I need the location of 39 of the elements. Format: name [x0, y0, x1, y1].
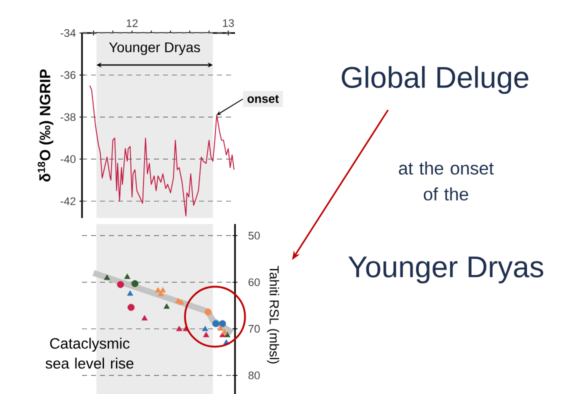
point	[204, 308, 212, 316]
point	[176, 326, 182, 332]
y-tick-label: -36	[60, 71, 76, 79]
y-axis-title: Tahiti RSL (mbsl)	[267, 266, 280, 364]
text: at the onset of the	[398, 161, 494, 201]
y-tick-label: -40	[60, 155, 76, 164]
point	[116, 281, 124, 288]
text: Younger Dryas	[348, 256, 544, 284]
point	[202, 326, 208, 332]
point	[203, 332, 210, 338]
point	[154, 287, 162, 292]
point	[104, 274, 110, 280]
y-tick-label: 60	[248, 278, 260, 286]
point	[219, 320, 226, 328]
annotation: onset	[248, 95, 279, 103]
x-tick-label: 13	[223, 19, 234, 27]
point	[164, 303, 170, 309]
band-label: Younger Dryas	[109, 42, 200, 56]
point	[158, 290, 164, 296]
y-tick-label: 80	[248, 372, 260, 380]
point	[221, 329, 228, 334]
point	[212, 320, 220, 328]
point	[141, 315, 148, 320]
point	[131, 280, 138, 288]
y-tick-label: -34	[60, 29, 76, 37]
x-tick-label: 12	[126, 19, 138, 27]
point	[127, 290, 134, 296]
point	[124, 274, 130, 279]
line-series	[89, 85, 234, 216]
text: δ$^{18}$O (‰) NGRIP	[38, 69, 54, 182]
y-tick-label: 50	[248, 232, 260, 240]
text: Global Deluge	[342, 66, 528, 94]
point	[128, 304, 135, 311]
point	[218, 325, 224, 331]
point	[178, 299, 184, 305]
y-tick-label: -38	[60, 113, 76, 121]
y-tick-label: 70	[248, 324, 260, 333]
annotation: Cataclysmic sea level rise	[46, 338, 134, 369]
y-tick-label: -42	[60, 197, 76, 206]
